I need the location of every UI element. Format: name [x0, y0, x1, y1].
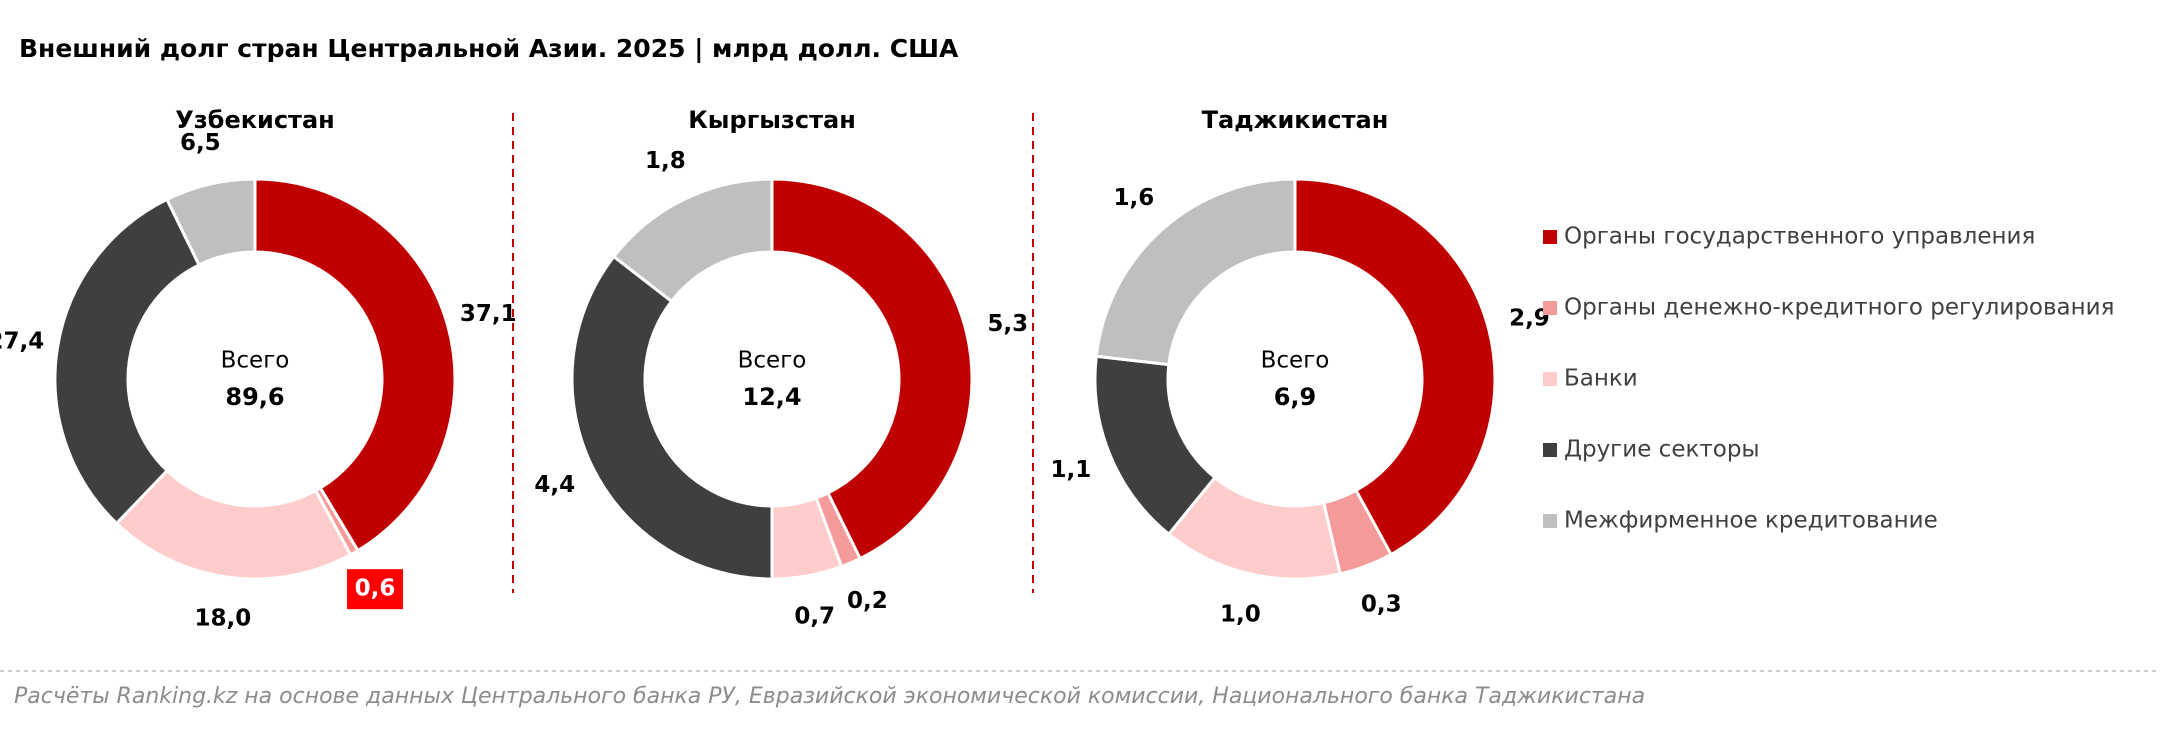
- legend-label: Органы денежно-кредитного регулирования: [1564, 295, 2114, 321]
- data-label: 1,6: [1114, 185, 1155, 211]
- donut-title: Кыргызстан: [688, 106, 856, 134]
- data-label: 0,7: [794, 604, 835, 630]
- legend-swatch: [1543, 443, 1557, 457]
- legend-swatch: [1543, 301, 1557, 315]
- donut-slice: [253, 177, 457, 553]
- legend-label: Межфирменное кредитование: [1564, 508, 1938, 534]
- data-label: 1,8: [645, 148, 686, 174]
- legend-swatch: [1543, 372, 1557, 386]
- source: Расчёты Ranking.kz на основе данных Цент…: [14, 684, 1645, 709]
- label-highlight: [347, 569, 404, 610]
- donut-slice: [611, 177, 774, 304]
- donut-title: Узбекистан: [175, 106, 335, 134]
- donut-title: Таджикистан: [1202, 106, 1389, 134]
- donut-slice: [1094, 177, 1297, 367]
- total-label: 12,4: [742, 383, 801, 411]
- donut-slice: [770, 177, 974, 561]
- donut-slice: [53, 197, 202, 526]
- data-label: 0,2: [847, 588, 888, 614]
- data-label: 6,5: [180, 130, 221, 156]
- legend-label: Другие секторы: [1564, 437, 1760, 463]
- legend-label: Органы государственного управления: [1564, 224, 2035, 250]
- legend-swatch: [1543, 514, 1557, 528]
- data-label: 0,3: [1361, 592, 1402, 618]
- data-label: 18,0: [194, 605, 251, 631]
- total-label: 89,6: [225, 383, 284, 411]
- data-label: 37,1: [460, 301, 517, 327]
- chart-title: Внешний долг стран Центральной Азии. 202…: [19, 34, 959, 63]
- donut-slice: [164, 177, 257, 267]
- data-label: 5,3: [987, 311, 1028, 337]
- data-label: 0,6: [355, 576, 396, 602]
- donut-slice: [570, 254, 774, 581]
- total-label: 6,9: [1274, 383, 1317, 411]
- center-label: Всего: [221, 348, 290, 374]
- data-label: 1,0: [1220, 601, 1261, 627]
- donut-slice: [1293, 177, 1497, 557]
- legend-swatch: [1543, 230, 1557, 244]
- data-label: 1,1: [1051, 457, 1092, 483]
- data-label: 4,4: [534, 472, 575, 498]
- center-label: Всего: [1261, 348, 1330, 374]
- center-label: Всего: [738, 348, 807, 374]
- legend-label: Банки: [1564, 366, 1638, 392]
- data-label: 27,4: [0, 328, 44, 354]
